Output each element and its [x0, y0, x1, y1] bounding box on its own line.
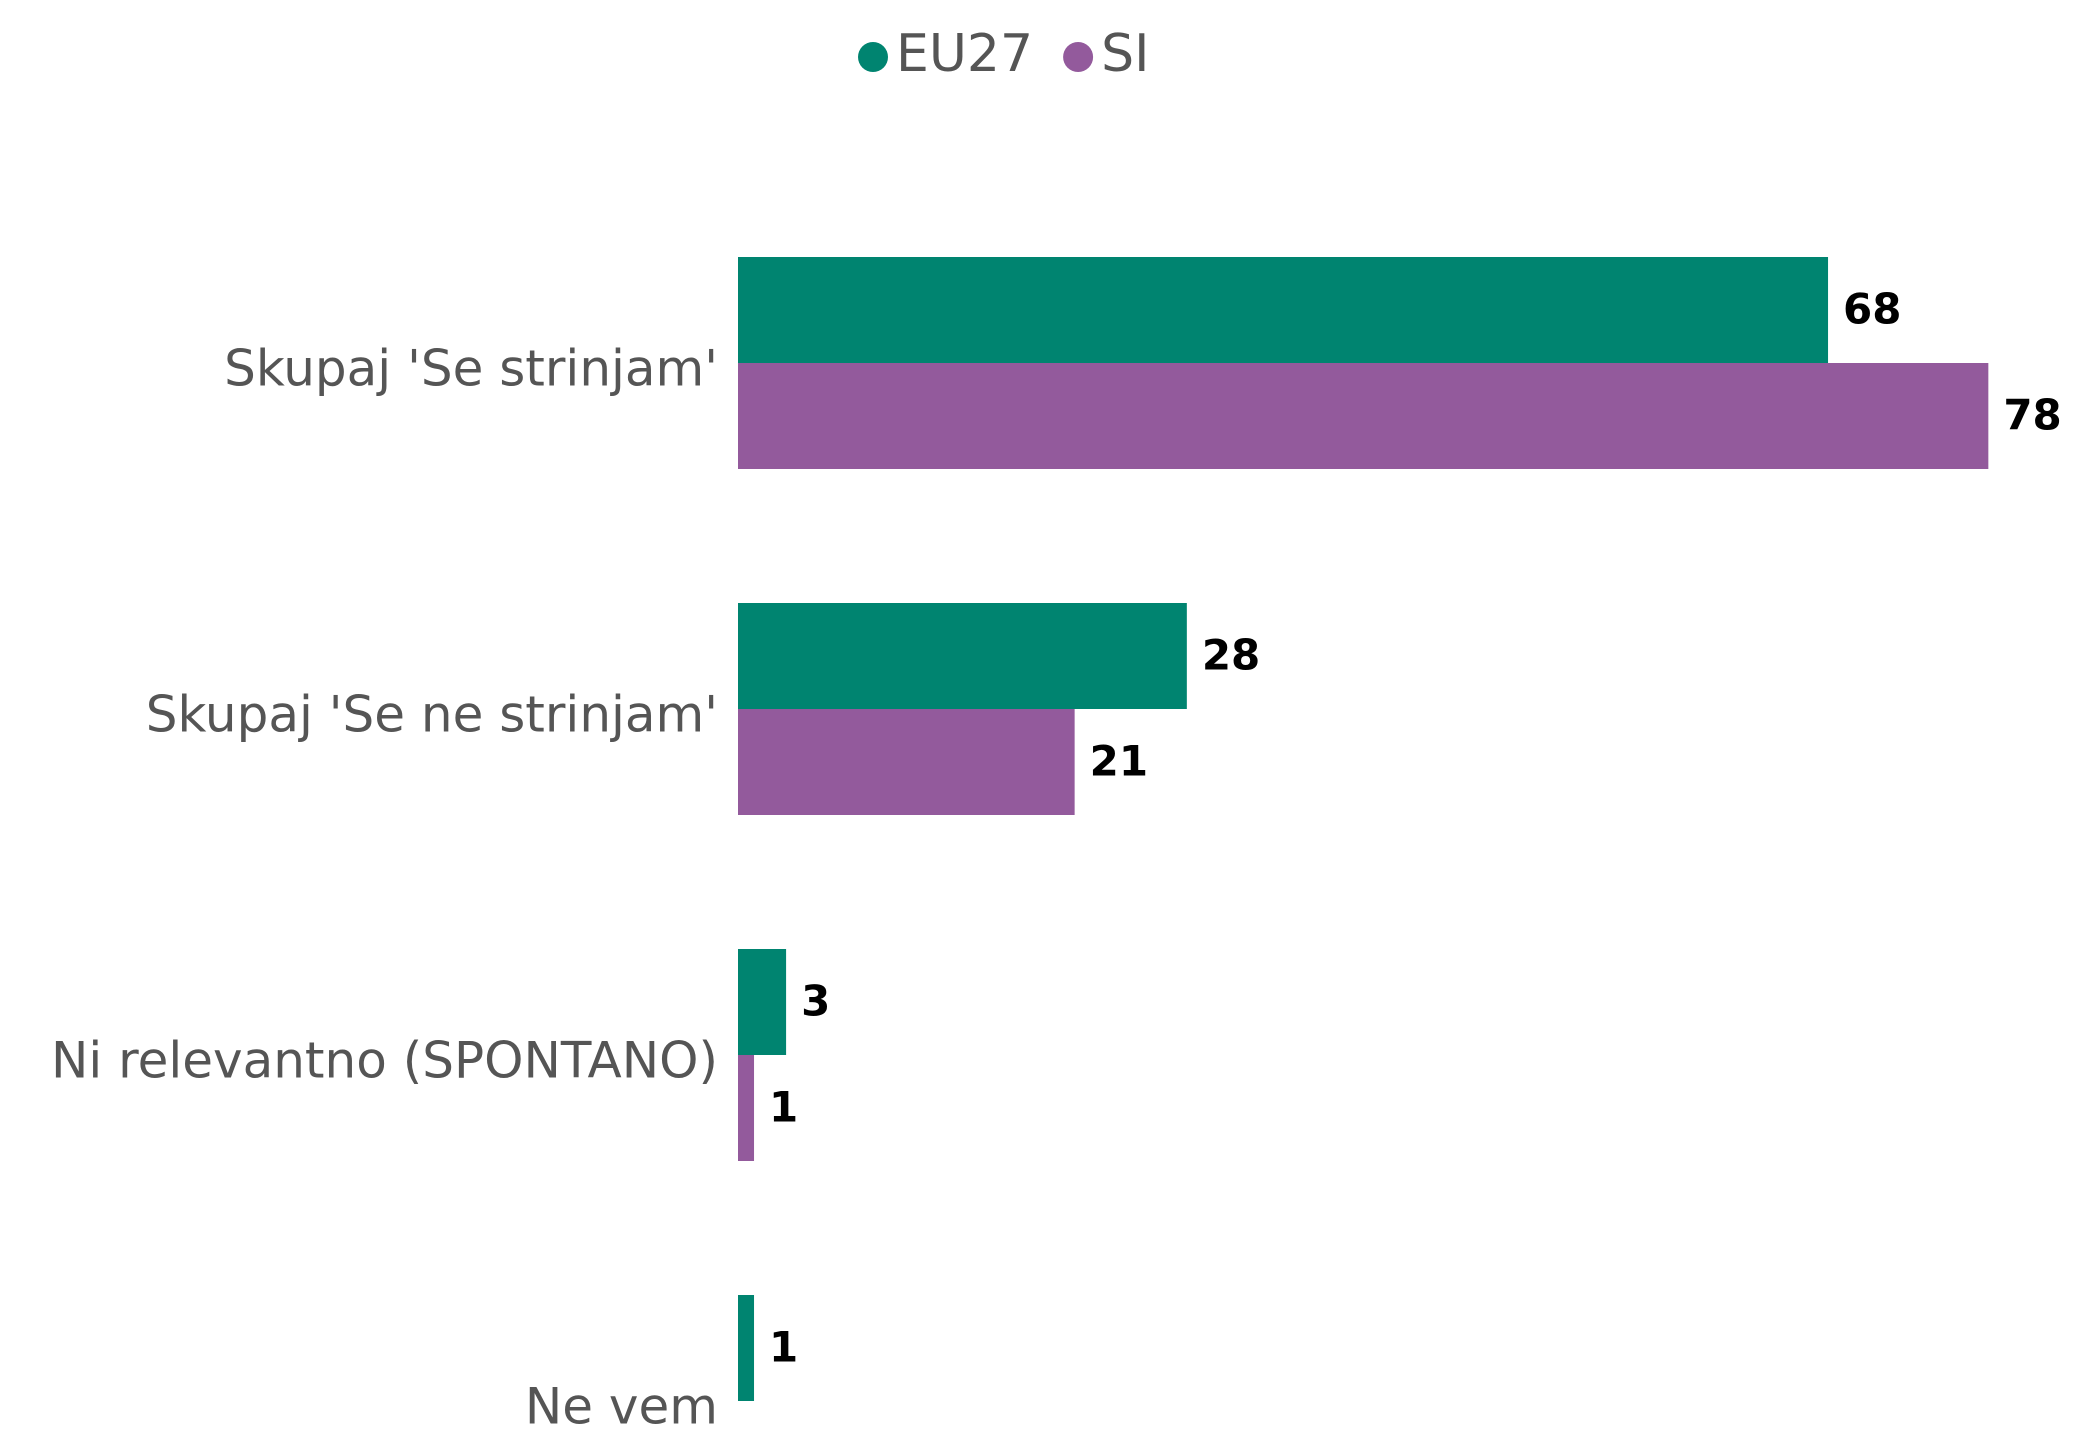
category-label: Skupaj 'Se strinjam'	[224, 340, 718, 398]
category-label: Ni relevantno (SPONTANO)	[51, 1032, 718, 1090]
value-label: 78	[2003, 391, 2061, 440]
value-label: 28	[1202, 631, 1260, 680]
value-label: 21	[1090, 737, 1148, 786]
legend-swatch	[1063, 42, 1094, 72]
bar	[738, 257, 1829, 363]
legend-label: SI	[1101, 24, 1149, 84]
value-label: 68	[1843, 285, 1901, 334]
legend-label: EU27	[896, 24, 1033, 84]
category-label: Skupaj 'Se ne strinjam'	[146, 686, 718, 744]
value-label: 1	[769, 1323, 798, 1372]
value-label: 1	[769, 1083, 798, 1132]
bar	[738, 949, 787, 1055]
legend: EU27 SI	[858, 24, 1149, 84]
bar	[738, 603, 1187, 709]
bar	[738, 709, 1075, 815]
bar	[738, 1295, 755, 1401]
value-label: 3	[801, 977, 830, 1026]
legend-swatch	[858, 42, 888, 72]
category-label: Ne vem	[525, 1378, 718, 1426]
bar	[738, 1055, 755, 1161]
bar	[738, 363, 1989, 469]
